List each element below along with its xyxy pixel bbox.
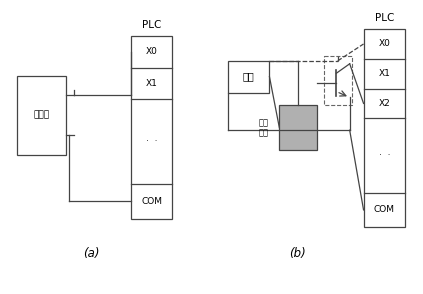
Text: X0: X0 (379, 39, 390, 49)
Text: 霍尔
开关: 霍尔 开关 (258, 118, 269, 137)
Bar (17, 76, 66, 155)
Text: 电源: 电源 (243, 72, 255, 82)
Text: COM: COM (141, 197, 162, 206)
Text: X1: X1 (379, 69, 390, 78)
Bar (228, 61, 269, 93)
Text: PLC: PLC (142, 20, 161, 30)
Bar (279, 105, 317, 150)
Text: (a): (a) (83, 248, 99, 260)
Text: X2: X2 (379, 99, 390, 108)
Text: PLC: PLC (375, 13, 394, 23)
Text: ·  ·: · · (146, 137, 157, 146)
Text: 传感器: 传感器 (33, 111, 49, 120)
Bar (324, 56, 352, 105)
Bar (131, 36, 173, 219)
Text: (b): (b) (289, 248, 305, 260)
Text: COM: COM (374, 206, 395, 214)
Text: X1: X1 (146, 79, 157, 88)
Bar (363, 29, 405, 227)
Text: ·  ·: · · (379, 151, 390, 160)
Text: X0: X0 (146, 47, 157, 56)
